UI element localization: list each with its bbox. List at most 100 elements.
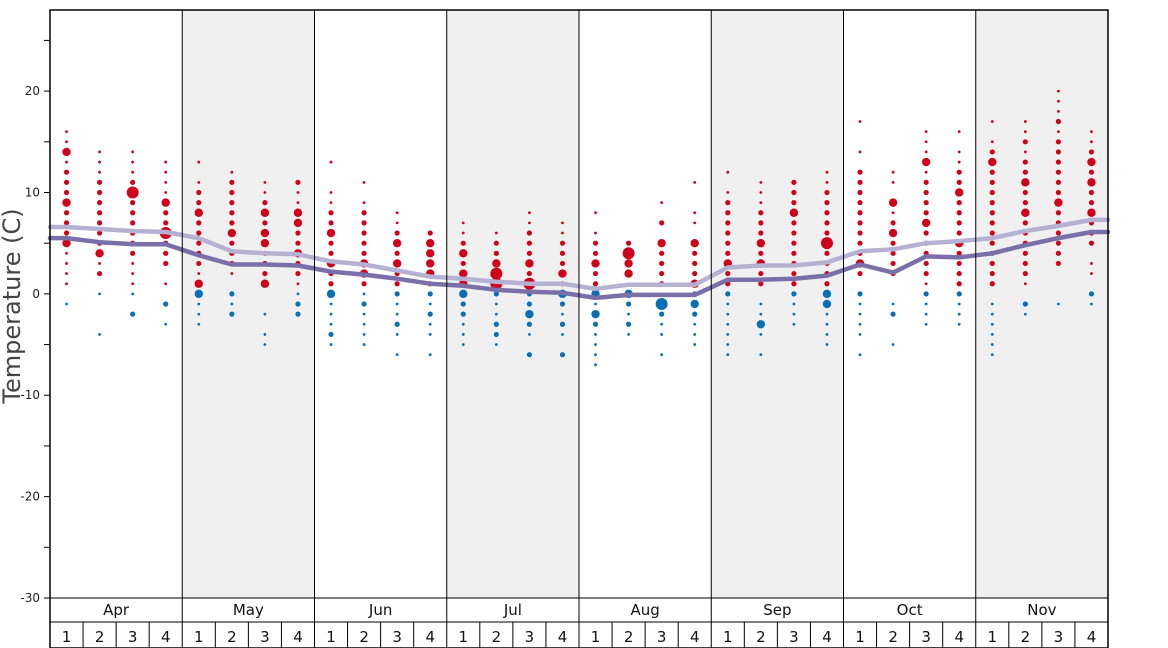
cold-dot [329, 312, 333, 316]
warm-dot [65, 140, 68, 144]
y-tick-label: 20 [25, 84, 40, 98]
y-tick-label: 0 [32, 287, 40, 301]
warm-dot [326, 228, 336, 238]
warm-dot [989, 149, 995, 155]
cold-dot [756, 320, 766, 329]
warm-dot [392, 238, 402, 248]
warm-dot [1055, 179, 1062, 185]
warm-dot [756, 238, 766, 248]
week-label: 4 [954, 628, 964, 646]
cold-dot [924, 322, 928, 326]
warm-dot [229, 179, 235, 185]
cold-dot [726, 353, 730, 357]
warm-dot [989, 189, 995, 196]
warm-dot [1055, 118, 1062, 125]
warm-dot [690, 238, 699, 248]
week-label: 4 [425, 628, 435, 646]
warm-dot [1021, 208, 1030, 217]
week-label: 3 [260, 628, 270, 646]
warm-dot [196, 200, 202, 206]
month-label: Aug [630, 601, 659, 619]
month-label: Oct [897, 601, 923, 619]
cold-dot [759, 312, 763, 316]
warm-dot [62, 238, 71, 248]
warm-dot [891, 180, 895, 184]
warm-dot [461, 221, 465, 225]
warm-dot [726, 191, 730, 194]
cold-dot [990, 343, 994, 346]
warm-dot [328, 220, 334, 226]
cold-dot [428, 302, 432, 306]
warm-dot [956, 210, 962, 216]
warm-dot [888, 198, 898, 207]
warm-dot [758, 270, 764, 277]
warm-dot [659, 270, 665, 277]
warm-dot [989, 230, 995, 236]
warm-dot [857, 169, 863, 175]
cold-dot [395, 333, 399, 336]
warm-dot [1022, 200, 1028, 206]
warm-dot [493, 240, 499, 246]
warm-dot [96, 179, 103, 185]
warm-dot [888, 228, 898, 238]
warm-dot [558, 269, 567, 278]
warm-dot [65, 160, 68, 164]
warm-dot [98, 170, 101, 174]
warm-dot [890, 250, 896, 256]
warm-dot [194, 208, 203, 217]
cold-dot [428, 353, 432, 357]
warm-dot [526, 250, 533, 256]
cold-dot [1088, 291, 1095, 297]
month-band [975, 10, 1108, 598]
warm-dot [96, 210, 103, 216]
warm-dot [1023, 282, 1027, 286]
cold-dot [660, 333, 664, 336]
cold-dot [263, 333, 267, 336]
cold-dot [559, 352, 566, 358]
cold-dot [924, 312, 928, 316]
warm-dot [989, 281, 995, 287]
cold-dot [130, 311, 136, 317]
warm-dot [592, 240, 599, 246]
cold-dot [494, 312, 498, 316]
warm-dot [725, 250, 731, 256]
warm-dot [130, 200, 136, 206]
warm-dot [820, 237, 833, 250]
warm-dot [759, 191, 763, 194]
warm-dot [131, 282, 135, 286]
warm-dot [1022, 270, 1028, 277]
cold-dot [326, 289, 336, 299]
warm-dot [361, 240, 367, 246]
warm-dot [725, 230, 731, 236]
warm-dot [791, 220, 797, 226]
warm-dot [295, 240, 301, 246]
warm-dot [260, 228, 270, 238]
warm-dot [1088, 169, 1095, 175]
cold-dot [956, 291, 962, 297]
warm-dot [725, 210, 731, 216]
warm-dot [329, 160, 333, 164]
cold-dot [627, 312, 630, 316]
warm-dot [1088, 200, 1095, 206]
warm-dot [1087, 178, 1096, 187]
warm-dot [229, 200, 235, 206]
warm-dot [659, 260, 665, 267]
week-label: 2 [492, 628, 502, 646]
month-label: Sep [763, 601, 791, 619]
month-band [182, 10, 315, 598]
week-label: 4 [822, 628, 832, 646]
warm-dot [295, 270, 301, 277]
warm-dot [956, 270, 962, 277]
warm-dot [624, 259, 633, 268]
cold-dot [428, 322, 432, 326]
warm-dot [296, 282, 300, 286]
warm-dot [1023, 150, 1027, 154]
y-tick-label: -10 [20, 388, 40, 402]
week-label: 1 [194, 628, 204, 646]
cold-dot [858, 333, 862, 336]
cold-dot [594, 302, 597, 306]
warm-dot [791, 270, 797, 277]
warm-dot [791, 230, 797, 236]
week-label: 4 [161, 628, 171, 646]
warm-dot [1090, 140, 1093, 144]
